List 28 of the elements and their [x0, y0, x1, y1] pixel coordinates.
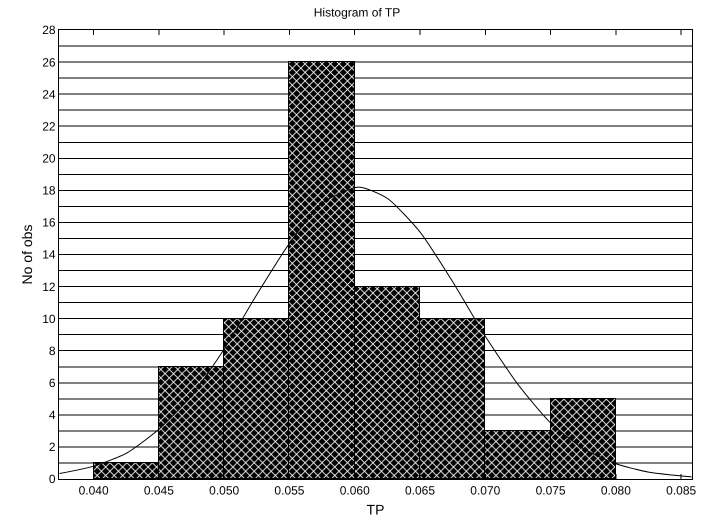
y-tick-label: 2: [48, 440, 56, 454]
y-tick-label: 8: [48, 344, 56, 358]
x-tick-label: 0.060: [340, 483, 370, 498]
chart-title: Histogram of TP: [314, 5, 400, 20]
y-tick-label: 22: [42, 119, 56, 134]
y-axis-title: No of obs: [18, 224, 35, 284]
x-tick-label: 0.050: [209, 483, 240, 498]
y-tick-label: 24: [42, 87, 56, 102]
y-tick-label: 6: [48, 376, 56, 390]
x-tick-label: 0.085: [666, 483, 696, 498]
y-tick-label: 14: [42, 248, 56, 262]
x-tick-label: 0.055: [274, 483, 305, 498]
x-tick-label: 0.045: [144, 483, 174, 498]
x-tick-label: 0.040: [78, 483, 109, 498]
y-tick-label: 4: [48, 408, 56, 422]
y-tick-label: 18: [42, 184, 56, 198]
y-tick-label: 16: [42, 216, 56, 230]
y-tick-label: 28: [42, 23, 56, 38]
y-tick-label: 0: [48, 472, 56, 486]
x-tick-label: 0.075: [536, 483, 566, 498]
x-axis-title: TP: [366, 502, 384, 518]
y-tick-label: 12: [42, 280, 56, 294]
x-tick-label: 0.070: [470, 483, 501, 498]
x-tick-label: 0.065: [405, 483, 436, 498]
y-tick-label: 20: [42, 151, 56, 166]
x-tick-label: 0.080: [600, 483, 632, 498]
y-tick-label: 10: [42, 312, 56, 326]
y-tick-label: 26: [42, 55, 56, 70]
